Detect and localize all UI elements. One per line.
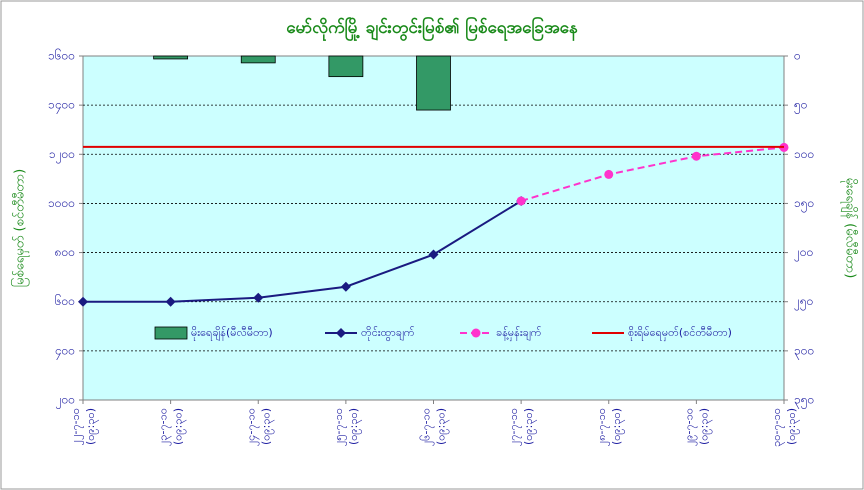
legend-marker	[336, 328, 346, 338]
y2-tick-label: ၁၀၀	[794, 147, 814, 161]
y2-axis-title: မိုးရေချိန် (မီလီမီတာ)	[841, 178, 859, 279]
x-tick-label: (၀၉:၃၀)	[84, 408, 99, 445]
x-tick-label: ၂၈-၇-၁၀	[595, 408, 610, 446]
x-tick-label: (၀၉:၃၀)	[785, 408, 800, 445]
line	[83, 200, 522, 303]
y-tick-label: ၄၀၀	[55, 343, 75, 360]
legend-swatch	[154, 326, 188, 340]
chart-title: မော်လိုက်မြို့ ချင်းတွင်းမြစ်၏ မြစ်ရေအခြ…	[286, 15, 578, 42]
x-tick-label: ၂၉-၇-၁၀	[682, 408, 697, 446]
legend-marker	[471, 328, 481, 338]
line	[520, 146, 785, 202]
point	[340, 281, 351, 292]
plot-area	[82, 55, 785, 401]
y-tick-label: ၁၀၀၀	[48, 196, 75, 210]
bar	[416, 55, 451, 111]
y2-tick-label: ၂၅၀	[794, 294, 813, 311]
bar	[240, 55, 276, 64]
point	[691, 151, 701, 161]
x-tick-label: ၂၇-၇-၁၀	[507, 408, 522, 446]
x-tick-label: (၀၉:၃၀)	[435, 408, 450, 445]
y2-tick-label: ၃၅၀	[794, 393, 814, 410]
y-tick-label: ၁၄၀၀	[48, 98, 75, 115]
y2-tick-label: ၅၀	[794, 98, 808, 115]
y-tick-label: ၈၀၀	[55, 245, 75, 259]
legend-label: မိုးရေချိန်(မီလီမီတာ)	[191, 326, 273, 341]
y-tick-label: ၁၆၀၀	[48, 48, 75, 63]
x-tick-label: (၀၉:၃၀)	[697, 408, 712, 445]
x-tick-label: (၀၉:၃၀)	[172, 408, 187, 445]
y-tick-label: ၁၂၀၀	[49, 147, 75, 164]
legend-label: စိုးရိမ်ရေမှတ်(စင်တီမီတာ)	[628, 326, 732, 341]
point	[165, 296, 176, 307]
x-tick-label: ၃၀-၇-၁၀	[770, 408, 785, 447]
y-tick-label: ၆၀၀	[55, 293, 75, 308]
bar	[328, 55, 364, 78]
point	[428, 249, 439, 260]
legend-label: ခန့်မှန်းချက်	[496, 326, 542, 341]
x-tick-label: (၀၉:၃၀)	[522, 408, 537, 445]
x-tick-label: (၀၉:၃၀)	[347, 408, 362, 445]
y2-tick-label: ၂၀၀	[794, 245, 813, 262]
y-tick-label: ၂၀၀	[56, 393, 75, 410]
x-tick-label: ၂၂-၇-၁၀	[69, 408, 84, 445]
y2-tick-label: ၁၅၀	[794, 196, 814, 213]
legend-label: တိုင်းထွာချက်	[361, 326, 415, 341]
x-tick-label: ၂၆-၇-၁၀	[420, 408, 435, 446]
y-axis-title: မြစ်ရေမှတ် (စင်တီမီတာ)	[11, 169, 30, 287]
y2-tick-label: ၃၀၀	[794, 343, 814, 360]
x-tick-label: (၀၉:၃၀)	[610, 408, 625, 445]
x-tick-label: ၂၃-၇-၁၀	[157, 408, 172, 446]
x-tick-label: ၂၅-၇-၁၀	[332, 408, 347, 446]
point	[78, 296, 88, 307]
bar	[153, 55, 189, 60]
point	[604, 169, 614, 179]
y2-tick-label: ၀	[794, 49, 801, 63]
point	[253, 292, 264, 303]
x-tick-label: (၀၉:၃၀)	[259, 408, 274, 445]
x-tick-label: ၂၄-၇-၁၀	[244, 408, 259, 446]
point	[516, 196, 526, 206]
